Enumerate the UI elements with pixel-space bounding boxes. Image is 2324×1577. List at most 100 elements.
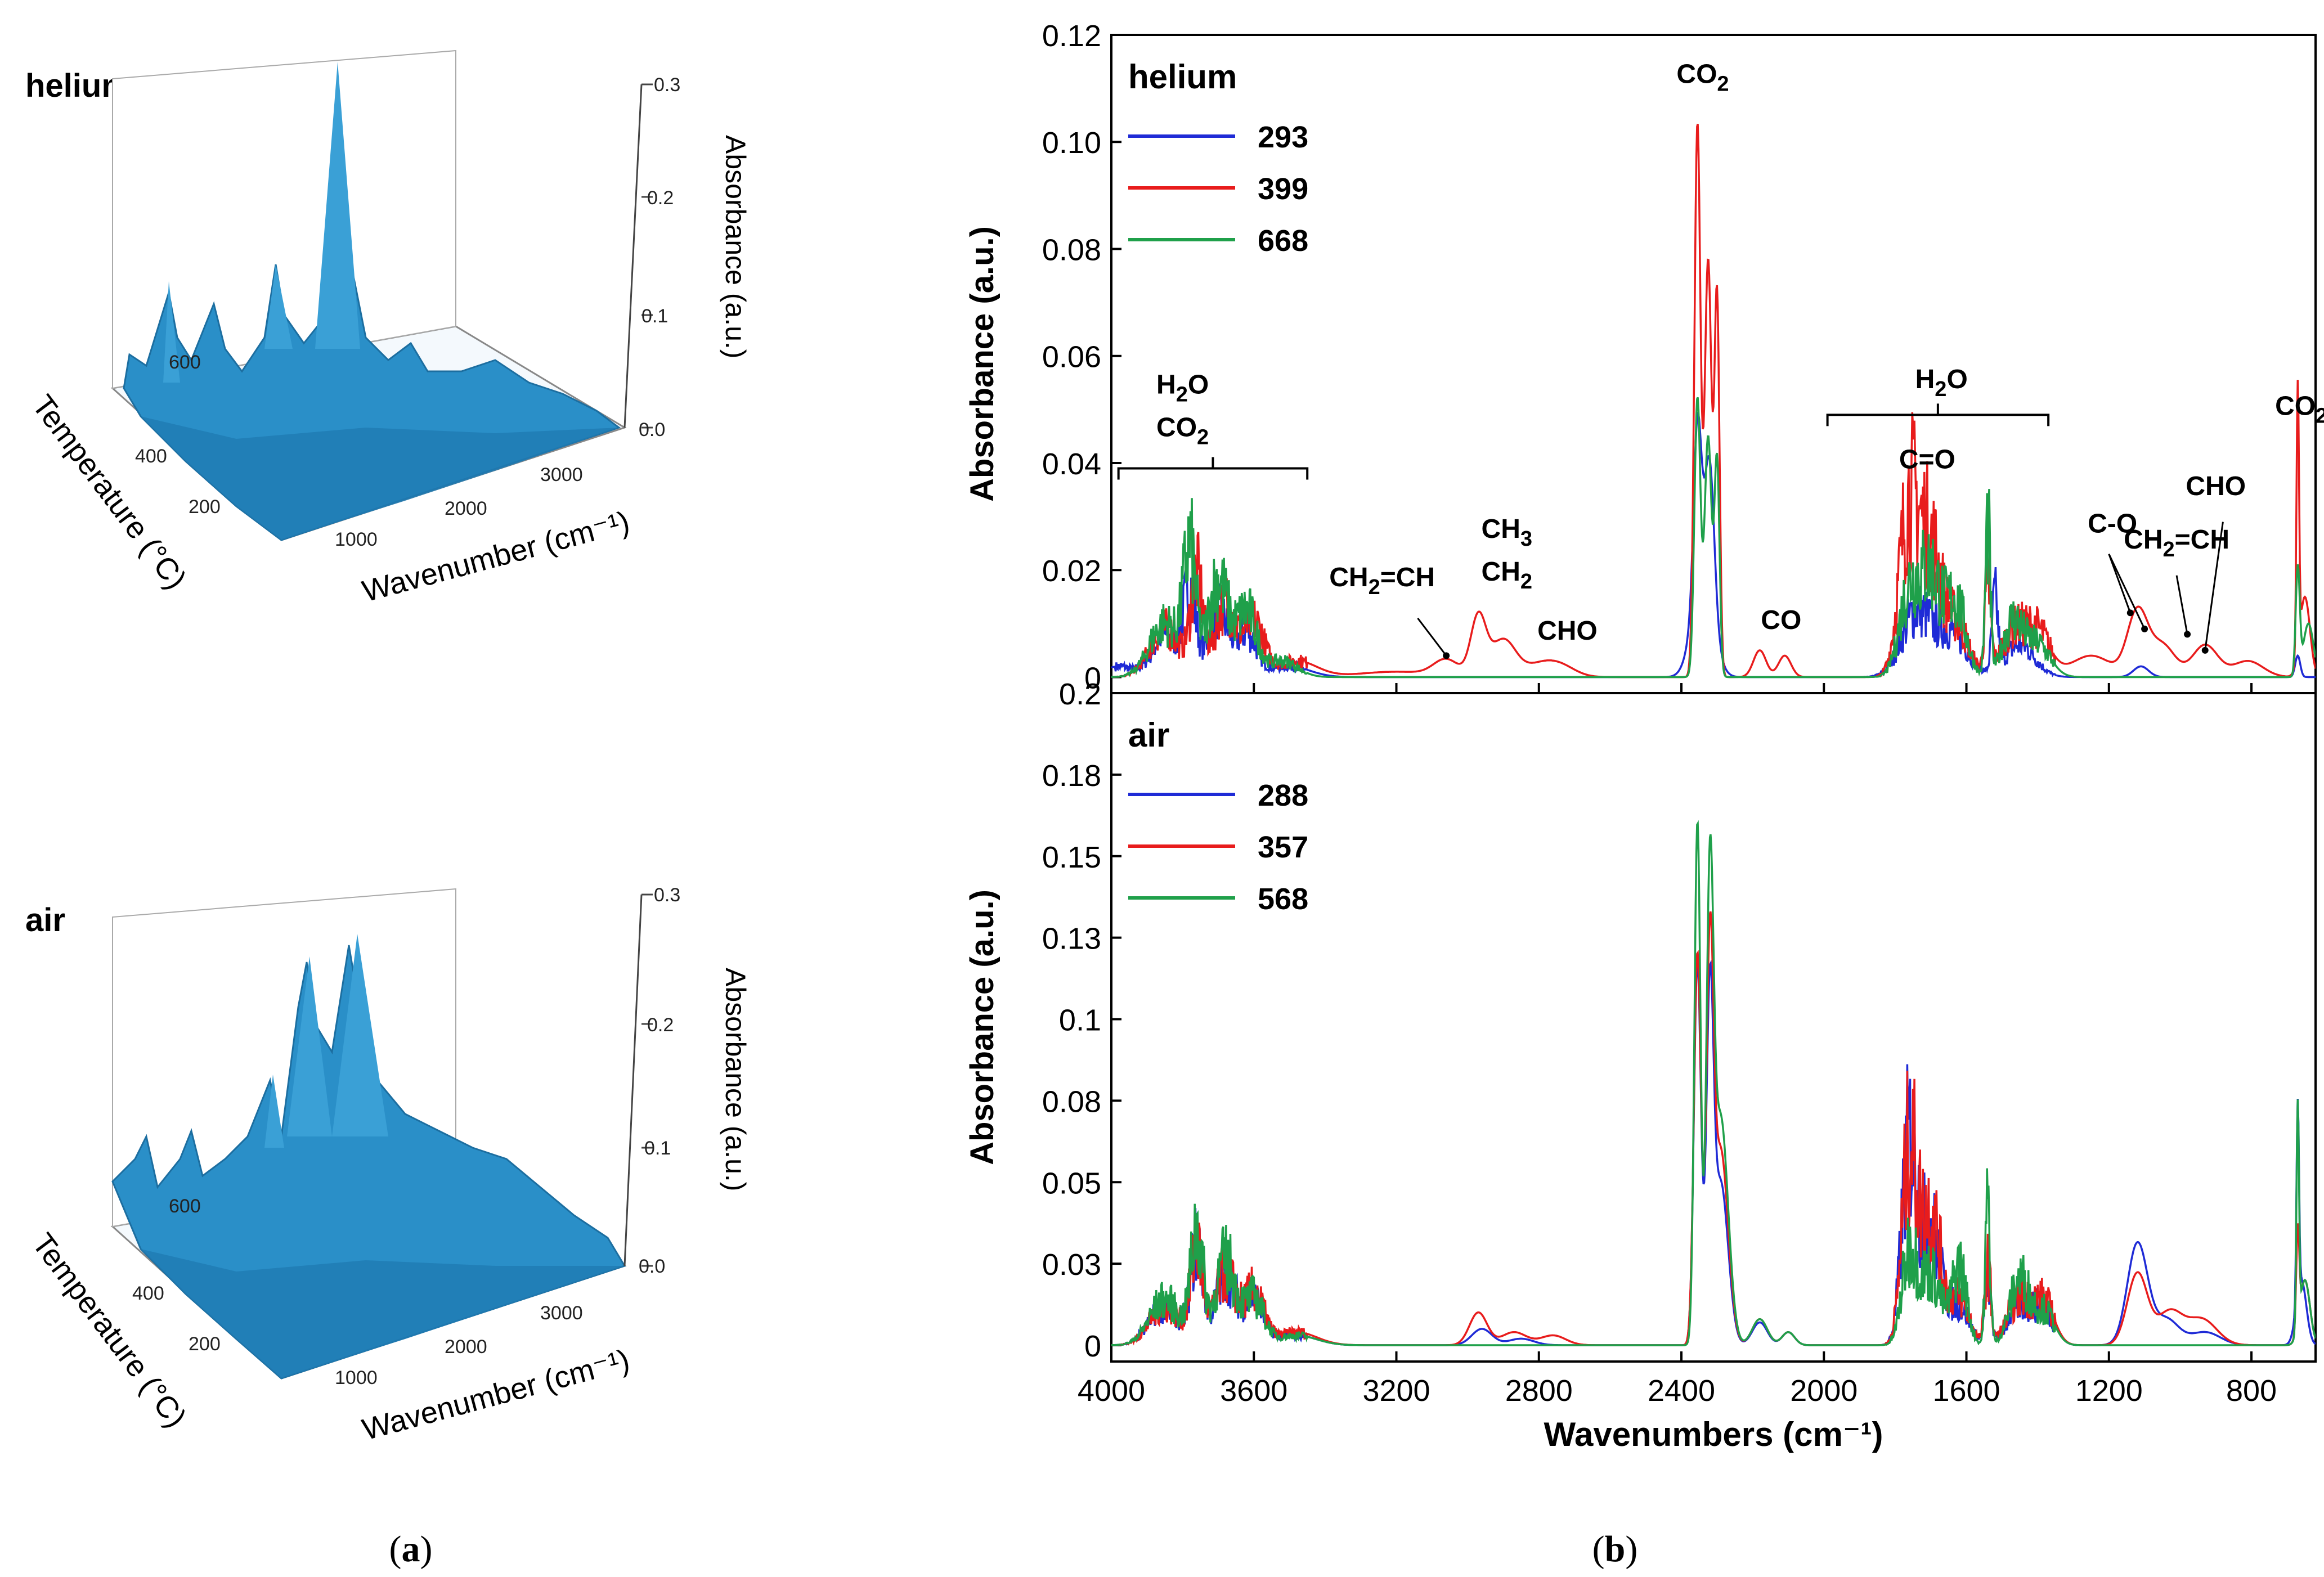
helium-temp-tick-600: 600: [169, 352, 201, 373]
x-tick-label-1-2: 3200: [1362, 1374, 1430, 1408]
air-temp-tick-600: 600: [169, 1196, 201, 1217]
x-tick-label-1-8: 800: [2226, 1374, 2277, 1408]
x-tick-label-1-0: 4000: [1078, 1374, 1145, 1408]
arrow-ch2ch-head: [1443, 652, 1450, 659]
helium-wn-label: Wavenumber (cm⁻¹): [359, 505, 633, 608]
air-z-tick-0: 0.0: [639, 1256, 665, 1277]
helium-wn-tick-3000: 3000: [540, 464, 583, 486]
legend-label-0-0: 293: [1258, 120, 1308, 154]
chart-title-0: helium: [1128, 58, 1237, 96]
y-axis-label-0: Absorbance (a.u.): [964, 226, 1001, 502]
helium-wn-ticks: 1000 2000 3000: [335, 464, 583, 550]
legend-label-1-1: 357: [1258, 830, 1308, 864]
annotation-0-4: CH3: [1482, 514, 1532, 551]
helium-z-tick-3: 0.3: [654, 74, 680, 96]
annotation-0-3: CH2=CH: [1329, 563, 1435, 599]
chart-title-1: air: [1128, 716, 1169, 754]
y-tick-label-1-7: 0.18: [1042, 759, 1101, 793]
helium-surface-shade: [141, 416, 619, 540]
annotation-0-1: H2O: [1156, 370, 1209, 406]
x-axis-label-1: Wavenumbers (cm⁻¹): [1544, 1416, 1883, 1453]
brace-h2o: [1826, 403, 2050, 426]
arrow-co-1-head: [2126, 609, 2134, 617]
helium-z-ticks: 0.0 0.1 0.2 0.3: [639, 74, 680, 441]
helium-temp-ticks: 600 400 200: [135, 352, 221, 518]
annotation-0-2: CO2: [1156, 412, 1209, 449]
y-tick-label-1-1: 0.03: [1042, 1248, 1101, 1282]
series-0-1: [1111, 123, 2316, 679]
y-tick-label-0-4: 0.08: [1042, 233, 1101, 267]
x-tick-label-1-6: 1600: [1932, 1374, 2000, 1408]
legend-label-0-2: 668: [1258, 224, 1308, 258]
x-tick-label-1-3: 2800: [1505, 1374, 1573, 1408]
helium-main-peak: [315, 62, 360, 349]
arrow-ch2ch-2: [2175, 575, 2188, 635]
panel-a-air: air 0.0 0.1 0.2 0.3 Absorbance (a.u.) 60…: [25, 884, 751, 1447]
arrow-co-1: [2108, 554, 2132, 613]
air-wn-tick-3000: 3000: [540, 1302, 583, 1324]
y-tick-label-0-1: 0.02: [1042, 554, 1101, 588]
air-surface-shade: [141, 1249, 625, 1378]
y-tick-label-0-6: 0.12: [1042, 19, 1101, 53]
air-wn-tick-1000: 1000: [335, 1367, 378, 1389]
y-tick-label-1-6: 0.15: [1042, 841, 1101, 874]
air-wn-tick-2000: 2000: [445, 1336, 487, 1358]
annotation-0-10: C-O: [2088, 509, 2137, 539]
panel-b-caption: (b): [1592, 1529, 1638, 1570]
helium-temp-tick-400: 400: [135, 446, 167, 467]
helium-wn-tick-1000: 1000: [335, 529, 378, 550]
helium-peak-3: [163, 281, 180, 383]
y-tick-label-1-2: 0.05: [1042, 1166, 1101, 1200]
arrow-ch2ch: [1417, 617, 1447, 657]
air-wn-ticks: 1000 2000 3000: [335, 1302, 583, 1389]
air-spectrum-chart: 0 0.03 0.05 0.08 0.1 0.13 0.15 0.18 0.2 4000 3600 3…: [964, 677, 2317, 1453]
air-z-tick-3: 0.3: [654, 884, 680, 906]
air-temp-tick-400: 400: [132, 1283, 164, 1304]
annotation-0-13: CO2: [2275, 391, 2324, 428]
air-z-label: Absorbance (a.u.): [720, 968, 751, 1191]
panel-a-helium: helium 0.0 0.1 0.2 0.3 Absorbance (a.u.)…: [25, 50, 751, 609]
air-peak-2: [287, 956, 332, 1136]
annotation-0-5: CH2: [1482, 557, 1532, 594]
x-tick-label-1-5: 2000: [1790, 1374, 1858, 1408]
legend-label-1-2: 568: [1258, 882, 1308, 916]
air-temp-tick-200: 200: [189, 1333, 221, 1355]
annotation-0-9: C=O: [1899, 444, 1955, 474]
legend-label-1-0: 288: [1258, 779, 1308, 812]
y-tick-label-0-0: 0: [1084, 661, 1101, 695]
arrow-ch2ch-2-head: [2184, 631, 2191, 638]
air-z-ticks: 0.0 0.1 0.2 0.3: [639, 884, 680, 1277]
helium-z-tick-1: 0.1: [641, 305, 668, 327]
series-1-2: [1111, 820, 2316, 1346]
air-main-peak: [332, 934, 388, 1136]
y-tick-label-0-2: 0.04: [1042, 447, 1101, 481]
y-tick-label-1-0: 0: [1084, 1329, 1101, 1363]
x-tick-label-1-4: 2400: [1648, 1374, 1715, 1408]
panel-a-caption: (a): [389, 1529, 433, 1570]
y-tick-label-1-3: 0.08: [1042, 1085, 1101, 1118]
brace-h2o-co2: [1117, 457, 1309, 480]
arrow-cho-head: [2201, 646, 2209, 654]
air-3d-label: air: [25, 902, 65, 938]
helium-spectrum-chart: 0 0.02 0.04 0.06 0.08 0.10 0.12 Absorbance (a.u…: [964, 19, 2324, 695]
air-z-tick-2: 0.2: [647, 1014, 674, 1036]
helium-z-tick-0: 0.0: [639, 419, 665, 441]
annotation-0-8: H2O: [1915, 365, 1968, 401]
annotation-0-11: CH2=CH: [2124, 525, 2229, 561]
helium-wn-tick-2000: 2000: [445, 498, 487, 519]
annotation-0-12: CHO: [2186, 471, 2246, 501]
helium-peak-2: [264, 264, 293, 349]
y-axis-label-1: Absorbance (a.u.): [964, 889, 1001, 1165]
helium-temp-tick-200: 200: [189, 496, 221, 518]
plot-frame-1: [1110, 692, 2317, 1363]
y-tick-label-1-4: 0.1: [1059, 1004, 1101, 1037]
arrow-co-2: [2108, 554, 2146, 630]
arrow-cho: [2204, 522, 2224, 651]
annotation-0-0: CO2: [1676, 60, 1729, 96]
annotation-0-7: CO: [1761, 605, 1801, 635]
helium-z-tick-2: 0.2: [647, 187, 674, 209]
helium-z-label: Absorbance (a.u.): [720, 135, 751, 358]
x-tick-label-1-1: 3600: [1220, 1374, 1287, 1408]
